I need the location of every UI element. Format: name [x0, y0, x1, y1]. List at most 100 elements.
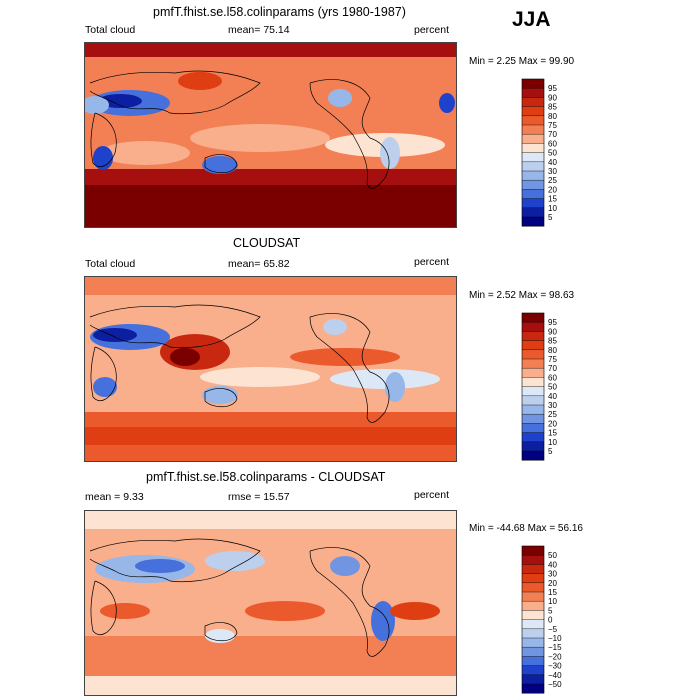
- colorbar-tick-label: 90: [548, 93, 557, 102]
- panel1-map-svg: [85, 43, 456, 227]
- colorbar-tick-label: 95: [548, 84, 557, 93]
- colorbar-segment: [522, 674, 544, 685]
- panel1-south-belt: [85, 183, 456, 227]
- colorbar-segment: [522, 97, 544, 107]
- colorbar-segment: [522, 349, 544, 360]
- colorbar-tick-label: −15: [548, 643, 562, 652]
- colorbar-segment: [522, 619, 544, 630]
- panel1-minmax: Min = 2.25 Max = 99.90: [469, 56, 575, 67]
- colorbar-tick-label: −50: [548, 680, 562, 689]
- colorbar-segment: [522, 564, 544, 574]
- colorbar-tick-label: 5: [548, 606, 553, 615]
- colorbar-segment: [522, 88, 544, 98]
- colorbar-segment: [522, 405, 544, 415]
- colorbar-segment: [522, 115, 544, 126]
- colorbar-segment: [522, 207, 544, 218]
- panel3-colorbar: 50 40 30 20 15 10 5 0 −5 −10 −15 −20 −30 −40 −50: [521, 545, 582, 694]
- panel2-units: percent: [414, 256, 450, 268]
- colorbar-segment: [522, 386, 544, 397]
- colorbar-segment: [522, 125, 544, 135]
- panel2-mean: mean= 65.82: [228, 258, 290, 270]
- colorbar-segment: [522, 359, 544, 369]
- colorbar-segment: [522, 395, 544, 406]
- colorbar-tick-label: −20: [548, 652, 562, 661]
- panel2-title: CLOUDSAT: [233, 236, 301, 250]
- colorbar-segment: [522, 582, 544, 593]
- colorbar-tick-label: 85: [548, 337, 557, 346]
- colorbar-segment: [522, 368, 544, 378]
- colorbar-tick-label: 50: [548, 551, 557, 560]
- colorbar-tick-label: 90: [548, 327, 557, 336]
- colorbar-segment: [522, 377, 544, 387]
- colorbar-tick-label: 25: [548, 176, 557, 185]
- colorbar-segment: [522, 610, 544, 620]
- colorbar-tick-label: 20: [548, 185, 557, 194]
- colorbar-segment: [522, 189, 544, 199]
- colorbar-tick-label: 60: [548, 139, 557, 148]
- panel2-minmax: Min = 2.52 Max = 98.63: [469, 290, 575, 301]
- colorbar-segment: [522, 198, 544, 209]
- colorbar-segment: [522, 414, 544, 424]
- colorbar-tick-label: 40: [548, 158, 557, 167]
- colorbar-segment: [522, 171, 544, 181]
- panel3-map-svg: [85, 511, 456, 695]
- colorbar-tick-label: 60: [548, 373, 557, 382]
- colorbar-segment: [522, 573, 544, 584]
- colorbar-tick-label: 85: [548, 103, 557, 112]
- colorbar-tick-label: −30: [548, 662, 562, 671]
- colorbar-tick-label: 10: [548, 597, 557, 606]
- colorbar-segment: [522, 647, 544, 657]
- colorbar-tick-label: 70: [548, 130, 557, 139]
- panel2-colorbar: 95 90 85 80 75 70 60 50 40 30 25 20 15 10 5: [521, 312, 582, 461]
- colorbar-segment: [522, 340, 544, 351]
- colorbar-tick-label: 20: [548, 419, 557, 428]
- colorbar-tick-label: 30: [548, 570, 557, 579]
- panel1-variable-label: Total cloud: [85, 24, 136, 36]
- colorbar-segment: [522, 79, 544, 89]
- colorbar-tick-label: 75: [548, 121, 557, 130]
- panel1-units: percent: [414, 24, 450, 36]
- colorbar-segment: [522, 546, 544, 556]
- colorbar-segment: [522, 656, 544, 666]
- panel3-map: [84, 510, 457, 696]
- colorbar-tick-label: 5: [548, 213, 553, 222]
- panel3-rmse: rmse = 15.57: [228, 491, 290, 503]
- colorbar-tick-label: 80: [548, 346, 557, 355]
- colorbar-segment: [522, 161, 544, 172]
- colorbar-segment: [522, 441, 544, 452]
- colorbar-tick-label: 30: [548, 401, 557, 410]
- colorbar-tick-label: 80: [548, 112, 557, 121]
- colorbar-segment: [522, 592, 544, 602]
- colorbar-segment: [522, 451, 544, 461]
- colorbar-tick-label: 50: [548, 149, 557, 158]
- panel2-variable-label: Total cloud: [85, 258, 136, 270]
- colorbar-segment: [522, 638, 544, 648]
- colorbar-tick-label: 40: [548, 560, 557, 569]
- colorbar-segment: [522, 432, 544, 443]
- colorbar-segment: [522, 143, 544, 153]
- colorbar-tick-label: −5: [548, 625, 558, 634]
- colorbar-tick-label: 15: [548, 195, 557, 204]
- panel3-units: percent: [414, 489, 450, 501]
- colorbar-tick-label: 10: [548, 438, 557, 447]
- colorbar-tick-label: 10: [548, 204, 557, 213]
- colorbar-segment: [522, 331, 544, 341]
- colorbar-segment: [522, 152, 544, 163]
- colorbar-segment: [522, 555, 544, 565]
- colorbar-segment: [522, 180, 544, 190]
- colorbar-tick-label: 20: [548, 579, 557, 588]
- colorbar-tick-label: 95: [548, 318, 557, 327]
- colorbar-segment: [522, 106, 544, 117]
- panel1-mean: mean= 75.14: [228, 24, 290, 36]
- colorbar-tick-label: 40: [548, 392, 557, 401]
- colorbar-segment: [522, 601, 544, 611]
- panel3-minmax: Min = -44.68 Max = 56.16: [469, 523, 583, 534]
- colorbar-tick-label: 0: [548, 616, 553, 625]
- colorbar-segment: [522, 134, 544, 144]
- colorbar-tick-label: −10: [548, 634, 562, 643]
- colorbar-segment: [522, 313, 544, 323]
- colorbar-tick-label: −40: [548, 671, 562, 680]
- colorbar-segment: [522, 322, 544, 332]
